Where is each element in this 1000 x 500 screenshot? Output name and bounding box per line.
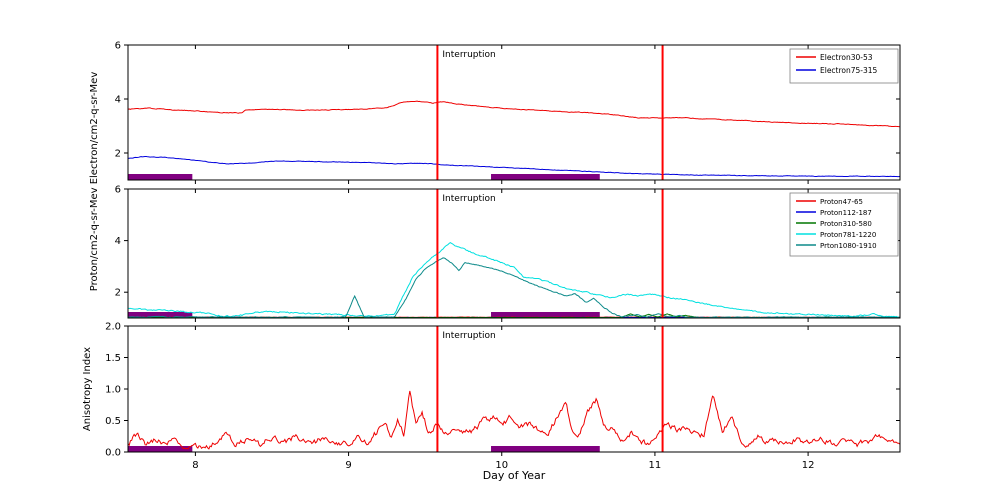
coverage-bar [128, 446, 193, 452]
legend-label-Electron75-315: Electron75-315 [820, 66, 878, 75]
series-Electron75-315 [128, 156, 900, 178]
axes-frame [127, 188, 901, 319]
legend-label-Proton781-1220: Proton781-1220 [820, 231, 876, 239]
y-tick-label: 6 [115, 41, 121, 52]
interruption-label: Interruption [442, 194, 495, 204]
coverage-bar [491, 312, 600, 318]
y-tick-label: 2 [115, 149, 121, 160]
legend: Electron30-53 Electron75-315 [789, 48, 899, 84]
x-tick-label: 12 [802, 460, 815, 471]
series-Electron30-53 [128, 100, 900, 128]
x-tick-label: 11 [649, 460, 662, 471]
y-tick-label: 6 [115, 185, 121, 196]
x-tick-label: 9 [345, 460, 351, 471]
series-Prton1080-1910 [128, 257, 900, 318]
interruption-label: Interruption [442, 50, 495, 60]
coverage-bar [128, 174, 193, 180]
y-tick-label: 2.0 [105, 322, 121, 333]
legend-label-Proton310-580: Proton310-580 [820, 220, 872, 228]
y-tick-label: 0.0 [105, 448, 121, 459]
x-tick-label: 8 [192, 460, 198, 471]
y-axis-label-bottom: Anisotropy Index [82, 347, 93, 431]
coverage-bar [128, 312, 193, 318]
y-tick-label: 1.5 [105, 353, 121, 364]
y-axis-label-top: Proton/cm2-q-sr-Mev Electron/cm2-q-sr-Me… [89, 72, 100, 292]
y-tick-label: 2 [115, 288, 121, 299]
x-tick-label: 10 [495, 460, 508, 471]
legend-label-Proton47-65: Proton47-65 [820, 198, 863, 206]
coverage-bar [491, 446, 600, 452]
panel-proton-flux-panel: Interruption246Proton47-65Proton112-187P… [115, 185, 901, 322]
axes-frame [127, 44, 901, 181]
panel-anisotropy-panel: Interruption 8 9 10 11 12 0.0 0.5 1.0 1.5 2.0 [105, 322, 901, 471]
panel-electron-flux-panel: Interruption 2 4 6 Electron30-53 Electron75-3… [115, 41, 901, 184]
series-AnisotropyIndex [128, 390, 900, 450]
legend-label-Electron30-53: Electron30-53 [820, 53, 873, 62]
y-tick-label: 4 [115, 95, 121, 106]
y-tick-label: 0.5 [105, 416, 121, 427]
x-axis-label: Day of Year [483, 469, 546, 482]
coverage-bar [491, 174, 600, 180]
y-tick-label: 1.0 [105, 385, 121, 396]
legend: Proton47-65 Proton112-187 Proton310-580 Pro… [789, 192, 899, 257]
legend-box [789, 48, 899, 84]
legend-label-Proton112-187: Proton112-187 [820, 209, 872, 217]
legend-label-Prton1080-1910: Prton1080-1910 [820, 242, 877, 250]
interruption-label: Interruption [442, 331, 495, 341]
series-Proton781-1220 [128, 241, 900, 318]
y-tick-label: 4 [115, 236, 121, 247]
